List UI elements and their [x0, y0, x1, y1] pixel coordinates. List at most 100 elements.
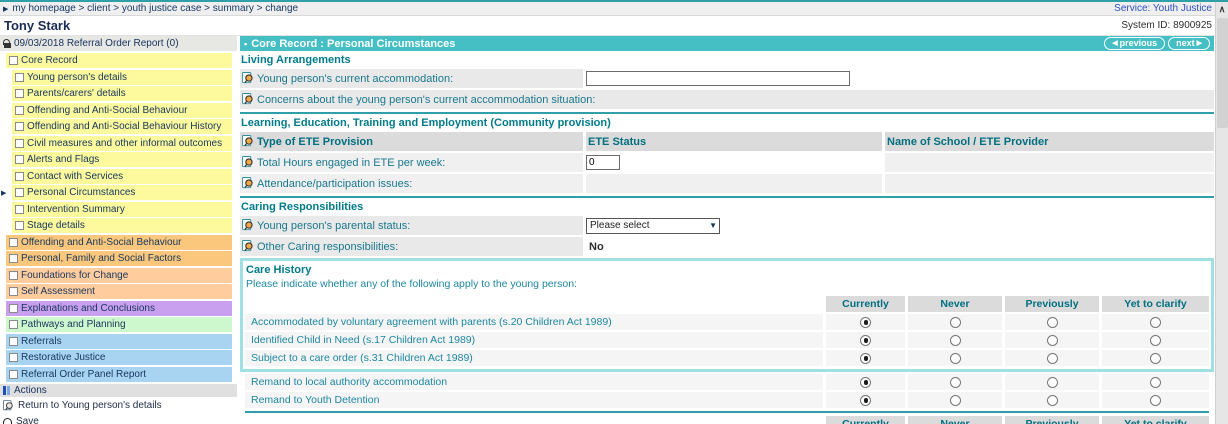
magnifier-icon[interactable] [242, 93, 254, 106]
radio-yet-to-clarify[interactable] [1150, 334, 1161, 346]
sidebar-item-contact-with-services[interactable]: Contact with Services [12, 168, 232, 184]
care-history-row-label: Subject to a care order (s.31 Children A… [245, 350, 823, 366]
checkbox[interactable] [15, 72, 24, 82]
column-header-never: Never [908, 296, 1002, 312]
previous-button[interactable]: ◀ previous [1104, 37, 1166, 50]
radio-never[interactable] [949, 334, 961, 346]
radio-previously[interactable] [1046, 394, 1058, 406]
sidebar-item-referral-order-panel-report[interactable]: Referral Order Panel Report [6, 366, 232, 382]
checkbox[interactable] [15, 89, 24, 98]
caring-responsibilities-title: Caring Responsibilities [241, 201, 364, 213]
magnifier-icon[interactable] [242, 240, 254, 253]
chevron-down-icon: ▼ [709, 221, 717, 230]
radio-yet-to-clarify[interactable] [1150, 352, 1161, 364]
checkbox[interactable] [9, 320, 18, 329]
sidebar-item-self-assessment[interactable]: Self Assessment [6, 284, 232, 299]
sidebar-item-restorative-justice[interactable]: Restorative Justice [6, 350, 232, 365]
radio-currently[interactable] [860, 376, 871, 388]
checkbox[interactable] [15, 188, 24, 197]
radio-currently[interactable] [860, 334, 871, 346]
radio-never[interactable] [949, 394, 961, 406]
breadcrumb[interactable]: my homepage > client > youth justice cas… [12, 3, 299, 14]
next-button[interactable]: next ▶ [1168, 37, 1210, 50]
sidebar-item-personal-circumstances[interactable]: ▶ Personal Circumstances [1, 185, 232, 200]
sidebar: 09/03/2018 Referral Order Report (0) Cor… [0, 36, 237, 424]
radio-previously[interactable] [1046, 376, 1058, 388]
parental-status-select[interactable]: Please select ▼ [586, 217, 720, 234]
sidebar-item-offending-asb-2[interactable]: Offending and Anti-Social Behaviour [6, 234, 232, 250]
living-arrangements-title: Living Arrangements [241, 54, 351, 66]
sidebar-item-parents-carers-details[interactable]: Parents/carers' details [12, 86, 232, 101]
column-header-previously: Previously [1005, 296, 1099, 312]
sidebar-item-alerts-and-flags[interactable]: Alerts and Flags [12, 152, 232, 167]
sidebar-item-young-persons-details[interactable]: Young person's details [12, 69, 232, 85]
checkbox[interactable] [15, 122, 24, 131]
save-link[interactable]: Save [0, 415, 237, 424]
sidebar-item-personal-family-social[interactable]: Personal, Family and Social Factors [6, 251, 232, 266]
radio-currently[interactable] [860, 352, 871, 364]
checkbox[interactable] [9, 353, 18, 362]
sidebar-item-offending-asb-history[interactable]: Offending and Anti-Social Behaviour Hist… [12, 119, 232, 134]
sidebar-item-foundations-for-change[interactable]: Foundations for Change [6, 267, 232, 283]
system-id: System ID: 8900925 [1121, 20, 1212, 31]
radio-yet-to-clarify[interactable] [1150, 394, 1161, 406]
return-link[interactable]: Return to Young person's details [0, 399, 237, 413]
section-divider [245, 411, 1209, 413]
sidebar-item-civil-measures[interactable]: Civil measures and other informal outcom… [12, 135, 232, 151]
radio-previously[interactable] [1046, 352, 1058, 364]
current-accommodation-input[interactable] [586, 71, 850, 86]
checkbox[interactable] [15, 204, 24, 214]
care-history-row-label: Remand to Youth Detention [245, 392, 823, 408]
report-header[interactable]: 09/03/2018 Referral Order Report (0) [0, 36, 237, 51]
sidebar-item-intervention-summary[interactable]: Intervention Summary [12, 201, 232, 217]
radio-never[interactable] [949, 352, 961, 364]
sidebar-item-stage-details[interactable]: Stage details [12, 218, 232, 233]
checkbox[interactable] [9, 287, 18, 296]
scroll-up-icon[interactable]: ∧ [1218, 4, 1226, 14]
column-header-ete-status: ETE Status [586, 132, 882, 151]
sidebar-item-pathways-and-planning[interactable]: Pathways and Planning [6, 317, 232, 332]
radio-yet-to-clarify[interactable] [1150, 316, 1161, 328]
checkbox[interactable] [9, 254, 18, 263]
sidebar-item-core-record[interactable]: Core Record [6, 53, 232, 68]
magnifier-icon[interactable] [242, 135, 254, 148]
checkbox[interactable] [15, 105, 24, 115]
breadcrumb-bar: ▶ my homepage > client > youth justice c… [0, 2, 1228, 16]
radio-never[interactable] [949, 376, 961, 388]
magnifier-icon[interactable] [242, 72, 254, 85]
checkbox[interactable] [9, 237, 18, 247]
checkbox[interactable] [9, 303, 18, 313]
checkbox[interactable] [15, 171, 24, 181]
sidebar-item-offending-asb[interactable]: Offending and Anti-Social Behaviour [12, 102, 232, 118]
radio-yet-to-clarify[interactable] [1150, 376, 1161, 388]
field-row: Young person's current accommodation: [240, 69, 1214, 88]
checkbox[interactable] [15, 221, 24, 230]
radio-previously[interactable] [1046, 316, 1058, 328]
checkbox[interactable] [9, 56, 18, 65]
magnifier-icon[interactable] [242, 177, 254, 190]
sidebar-item-explanations-conclusions[interactable]: Explanations and Conclusions [6, 300, 232, 316]
radio-previously[interactable] [1046, 334, 1058, 346]
checkbox[interactable] [9, 336, 18, 346]
sidebar-item-referrals[interactable]: Referrals [6, 333, 232, 349]
column-header-never: Never [908, 416, 1002, 424]
actions-header: Actions [0, 383, 237, 397]
main-content: ▪ Core Record : Personal Circumstances ◀… [240, 36, 1214, 424]
checkbox[interactable] [15, 138, 24, 148]
care-history-header-row: Currently Never Previously Yet to clarif… [245, 296, 1209, 312]
column-header-yet-to-clarify: Yet to clarify [1102, 416, 1209, 424]
checkbox[interactable] [9, 270, 18, 280]
radio-currently[interactable] [860, 316, 871, 328]
radio-never[interactable] [949, 316, 961, 328]
section-header-bar: ▪ Core Record : Personal Circumstances ◀… [240, 36, 1214, 51]
magnifier-icon[interactable] [242, 156, 254, 169]
vertical-scrollbar[interactable]: ∧ [1215, 2, 1228, 424]
other-caring-value: No [589, 240, 604, 253]
section-divider [240, 112, 1214, 114]
total-hours-input[interactable] [586, 155, 620, 170]
magnifier-icon[interactable] [242, 219, 254, 232]
radio-currently[interactable] [860, 394, 871, 406]
checkbox[interactable] [9, 369, 18, 379]
checkbox[interactable] [15, 155, 24, 164]
scrollbar-thumb[interactable] [1217, 18, 1228, 128]
